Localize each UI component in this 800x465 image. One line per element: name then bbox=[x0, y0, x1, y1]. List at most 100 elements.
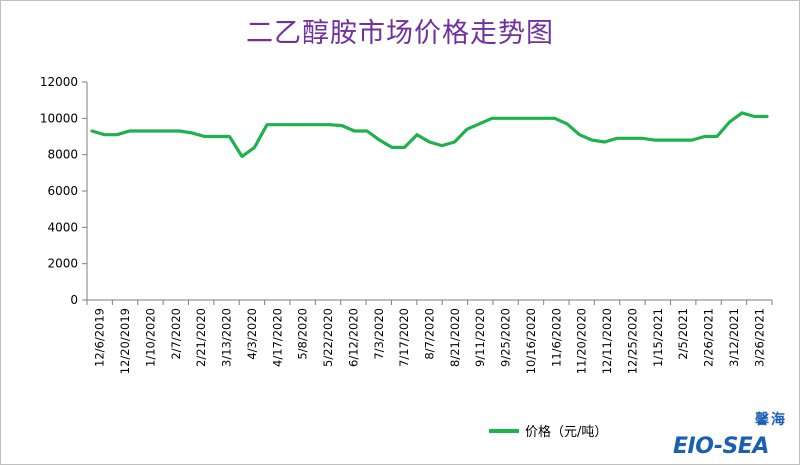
x-tick-label: 12/20/2019 bbox=[118, 308, 132, 374]
data-point bbox=[766, 115, 768, 118]
data-point bbox=[328, 123, 331, 126]
data-point bbox=[503, 117, 506, 120]
x-tick-label: 2/21/2020 bbox=[194, 308, 208, 367]
data-point bbox=[353, 130, 356, 132]
data-point bbox=[191, 132, 193, 134]
data-point bbox=[241, 155, 243, 158]
data-point bbox=[453, 141, 456, 143]
x-tick-label: 8/21/2020 bbox=[448, 308, 462, 367]
data-point bbox=[391, 146, 393, 149]
data-point bbox=[716, 135, 718, 138]
data-point bbox=[116, 133, 118, 136]
x-tick-label: 1/10/2020 bbox=[143, 308, 157, 367]
legend: 价格（元/吨） bbox=[489, 421, 607, 440]
y-tick-label: 10000 bbox=[40, 111, 78, 125]
data-point bbox=[703, 135, 706, 138]
series-line bbox=[90, 111, 769, 159]
data-point bbox=[266, 123, 268, 126]
data-point bbox=[216, 135, 218, 138]
chart-title: 二乙醇胺市场价格走势图 bbox=[246, 18, 554, 49]
x-tick-label: 9/25/2020 bbox=[499, 308, 513, 367]
y-tick-label: 2000 bbox=[47, 257, 78, 271]
x-tick-label: 12/11/2020 bbox=[600, 308, 614, 374]
data-point bbox=[378, 139, 381, 141]
x-tick-label: 2/5/2021 bbox=[676, 308, 690, 360]
x-tick-label: 4/3/2020 bbox=[245, 308, 259, 360]
data-point bbox=[103, 133, 106, 136]
data-point bbox=[91, 130, 93, 132]
series-group bbox=[90, 111, 769, 159]
legend-label: 价格（元/吨） bbox=[525, 425, 608, 440]
y-tick-label: 12000 bbox=[40, 75, 78, 89]
legend-swatch bbox=[489, 428, 519, 433]
data-point bbox=[466, 128, 468, 130]
data-point bbox=[691, 139, 693, 141]
data-point bbox=[653, 139, 656, 141]
data-point bbox=[528, 117, 531, 120]
data-point bbox=[491, 117, 493, 120]
data-point bbox=[728, 121, 731, 123]
data-point bbox=[641, 137, 643, 140]
x-tick-label: 3/12/2021 bbox=[727, 308, 741, 367]
y-tick-label: 0 bbox=[70, 293, 78, 307]
x-tick-label: 7/3/2020 bbox=[372, 308, 386, 360]
x-axis-ticks: 12/6/2019 12/20/2019 1/10/2020 2/7/2020 2/21… bbox=[86, 300, 773, 374]
data-point bbox=[128, 130, 131, 132]
x-tick-label: 9/11/2020 bbox=[473, 308, 487, 367]
x-tick-label: 4/17/2020 bbox=[270, 308, 284, 367]
data-point bbox=[603, 141, 606, 143]
data-point bbox=[303, 123, 306, 126]
x-tick-label: 2/26/2021 bbox=[702, 308, 716, 367]
data-point bbox=[416, 133, 418, 136]
x-tick-label: 3/26/2021 bbox=[752, 308, 766, 367]
y-tick-label: 4000 bbox=[47, 220, 78, 234]
x-tick-label: 12/25/2020 bbox=[625, 308, 639, 374]
x-tick-label: 12/6/2019 bbox=[93, 308, 107, 367]
x-tick-label: 6/12/2020 bbox=[346, 308, 360, 367]
data-point bbox=[616, 137, 618, 140]
data-point bbox=[741, 112, 743, 114]
data-point bbox=[428, 141, 431, 143]
data-point bbox=[291, 123, 293, 126]
data-point bbox=[753, 115, 756, 118]
axes bbox=[86, 82, 772, 301]
logo-en-text: EIO-SEA bbox=[673, 434, 769, 459]
data-point bbox=[541, 117, 543, 120]
logo-cn-text: 馨海 bbox=[755, 412, 787, 428]
data-point bbox=[203, 135, 206, 138]
y-tick-label: 6000 bbox=[47, 184, 78, 198]
data-point bbox=[516, 117, 518, 120]
logo: 馨海 EIO-SEA bbox=[673, 409, 793, 461]
data-point bbox=[366, 130, 368, 132]
data-point bbox=[253, 146, 256, 149]
data-point bbox=[566, 123, 568, 125]
x-tick-label: 3/13/2020 bbox=[220, 308, 234, 367]
x-tick-label: 5/22/2020 bbox=[321, 308, 335, 367]
data-point bbox=[341, 124, 343, 127]
data-point bbox=[478, 123, 481, 125]
x-tick-label: 11/6/2020 bbox=[549, 308, 563, 367]
data-point bbox=[666, 139, 668, 141]
x-tick-label: 11/20/2020 bbox=[575, 308, 589, 374]
data-point bbox=[278, 123, 281, 126]
data-point bbox=[166, 130, 168, 132]
data-point bbox=[153, 130, 156, 132]
data-point bbox=[316, 123, 318, 126]
x-tick-label: 1/15/2021 bbox=[651, 308, 665, 367]
data-point bbox=[553, 117, 556, 120]
data-point bbox=[141, 130, 143, 132]
x-tick-label: 7/17/2020 bbox=[397, 308, 411, 367]
data-point bbox=[628, 137, 631, 140]
x-tick-label: 8/7/2020 bbox=[423, 308, 437, 360]
y-axis-ticks: 0 2000 4000 6000 8000 10000 12000 bbox=[40, 75, 87, 307]
x-tick-label: 10/16/2020 bbox=[524, 308, 538, 374]
x-tick-label: 2/7/2020 bbox=[169, 308, 183, 360]
data-point bbox=[591, 139, 593, 141]
data-point bbox=[678, 139, 681, 141]
data-point bbox=[403, 146, 406, 149]
x-tick-label: 5/8/2020 bbox=[296, 308, 310, 360]
data-point bbox=[578, 133, 581, 136]
data-point bbox=[178, 130, 181, 132]
